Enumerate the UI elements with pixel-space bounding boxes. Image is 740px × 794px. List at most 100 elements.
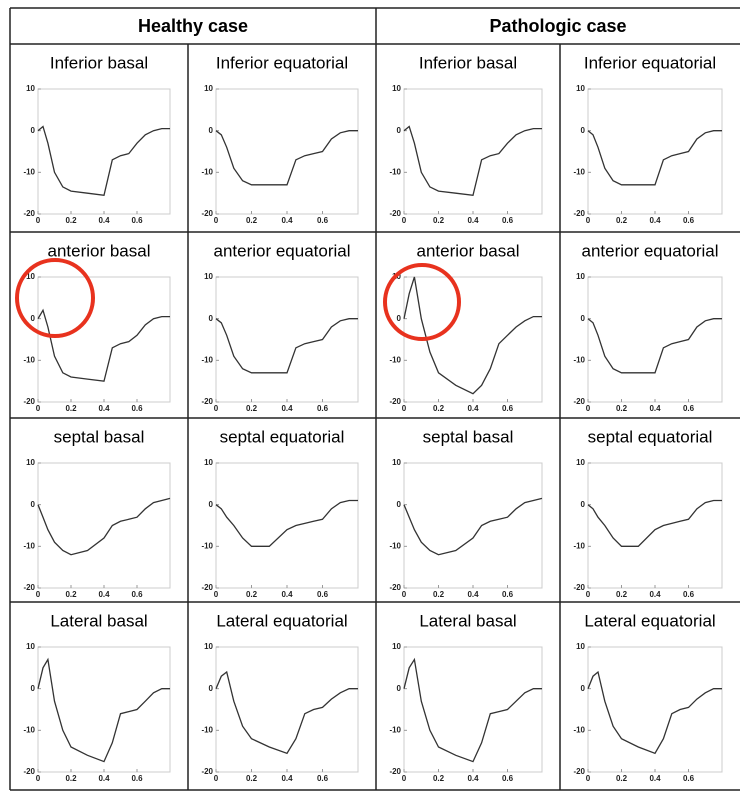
chart-title: Inferior equatorial bbox=[216, 53, 348, 72]
y-tick-label: -10 bbox=[23, 355, 35, 364]
y-tick-label: -20 bbox=[23, 209, 35, 218]
y-tick-label: -10 bbox=[389, 355, 401, 364]
x-tick-label: 0 bbox=[214, 774, 219, 783]
x-tick-label: 0.4 bbox=[98, 404, 110, 413]
y-tick-label: -10 bbox=[201, 167, 213, 176]
y-tick-label: -20 bbox=[389, 583, 401, 592]
y-tick-label: 0 bbox=[397, 314, 402, 323]
y-tick-label: -10 bbox=[201, 541, 213, 550]
y-tick-label: 10 bbox=[204, 642, 213, 651]
x-tick-label: 0.4 bbox=[649, 590, 661, 599]
x-tick-label: 0.2 bbox=[433, 774, 445, 783]
x-tick-label: 0 bbox=[36, 216, 41, 225]
chart-title: anterior basal bbox=[47, 241, 150, 260]
chart-title: Lateral equatorial bbox=[584, 611, 715, 630]
y-tick-label: 0 bbox=[581, 500, 586, 509]
chart-title: Inferior basal bbox=[419, 53, 517, 72]
y-tick-label: 10 bbox=[576, 642, 585, 651]
x-tick-label: 0.6 bbox=[683, 216, 695, 225]
x-tick-label: 0.2 bbox=[65, 404, 77, 413]
strain-curve bbox=[587, 499, 722, 547]
x-tick-label: 0 bbox=[402, 774, 407, 783]
x-tick-label: 0.2 bbox=[616, 404, 628, 413]
x-tick-label: 0.2 bbox=[433, 216, 445, 225]
x-tick-label: 0.2 bbox=[433, 590, 445, 599]
y-tick-label: 0 bbox=[31, 314, 36, 323]
y-tick-label: 10 bbox=[26, 84, 35, 93]
y-tick-label: -20 bbox=[23, 767, 35, 776]
chart-title: anterior equatorial bbox=[213, 241, 350, 260]
plot-frame bbox=[587, 276, 723, 403]
x-tick-label: 0 bbox=[402, 216, 407, 225]
plot-frame bbox=[403, 462, 543, 589]
y-tick-label: 0 bbox=[209, 126, 214, 135]
strain-curve bbox=[215, 130, 358, 186]
x-tick-label: 0.4 bbox=[281, 774, 293, 783]
y-tick-label: -20 bbox=[573, 397, 585, 406]
x-tick-label: 0.4 bbox=[281, 404, 293, 413]
x-tick-label: 0.4 bbox=[467, 404, 479, 413]
y-tick-label: 10 bbox=[26, 642, 35, 651]
strain-curve bbox=[215, 499, 358, 547]
x-tick-label: 0 bbox=[36, 774, 41, 783]
chart-title: anterior basal bbox=[416, 241, 519, 260]
x-tick-label: 0.6 bbox=[317, 216, 329, 225]
x-tick-label: 0 bbox=[586, 774, 591, 783]
y-tick-label: 10 bbox=[392, 642, 401, 651]
strain-curve bbox=[403, 657, 542, 763]
y-tick-label: 0 bbox=[209, 314, 214, 323]
highlight-circle bbox=[383, 263, 461, 341]
plot-frame bbox=[37, 276, 171, 403]
x-tick-label: 0.4 bbox=[467, 774, 479, 783]
x-tick-label: 0.2 bbox=[616, 216, 628, 225]
plot-frame bbox=[215, 88, 359, 215]
x-tick-label: 0.4 bbox=[98, 590, 110, 599]
x-tick-label: 0 bbox=[36, 590, 41, 599]
x-tick-label: 0.2 bbox=[433, 404, 445, 413]
y-tick-label: -20 bbox=[389, 397, 401, 406]
y-tick-label: 0 bbox=[581, 684, 586, 693]
x-tick-label: 0.6 bbox=[502, 774, 514, 783]
y-tick-label: 0 bbox=[581, 314, 586, 323]
y-tick-label: 10 bbox=[26, 458, 35, 467]
y-tick-label: 0 bbox=[209, 684, 214, 693]
x-tick-label: 0.6 bbox=[502, 404, 514, 413]
y-tick-label: 10 bbox=[26, 272, 35, 281]
x-tick-label: 0.2 bbox=[616, 590, 628, 599]
y-tick-label: 0 bbox=[397, 500, 402, 509]
x-tick-label: 0.4 bbox=[98, 216, 110, 225]
y-tick-label: -10 bbox=[573, 355, 585, 364]
x-tick-label: 0.6 bbox=[683, 774, 695, 783]
chart-title: Inferior equatorial bbox=[584, 53, 716, 72]
table-frame bbox=[9, 7, 740, 791]
strain-curve bbox=[587, 130, 722, 186]
y-tick-label: -20 bbox=[389, 209, 401, 218]
y-tick-label: -20 bbox=[573, 767, 585, 776]
x-tick-label: 0.6 bbox=[131, 216, 143, 225]
y-tick-label: -20 bbox=[201, 767, 213, 776]
y-tick-label: 10 bbox=[204, 272, 213, 281]
y-tick-label: -20 bbox=[573, 209, 585, 218]
y-tick-label: -20 bbox=[573, 583, 585, 592]
x-tick-label: 0 bbox=[214, 216, 219, 225]
strain-curve bbox=[403, 125, 542, 197]
x-tick-label: 0.6 bbox=[502, 590, 514, 599]
x-tick-label: 0.6 bbox=[317, 774, 329, 783]
highlight-circle bbox=[15, 258, 95, 338]
y-tick-label: 10 bbox=[392, 458, 401, 467]
plot-frame bbox=[215, 276, 359, 403]
x-tick-label: 0 bbox=[214, 590, 219, 599]
y-tick-label: -20 bbox=[389, 767, 401, 776]
x-tick-label: 0.2 bbox=[616, 774, 628, 783]
strain-curve bbox=[37, 657, 170, 763]
x-tick-label: 0.2 bbox=[246, 774, 258, 783]
x-tick-label: 0 bbox=[402, 404, 407, 413]
y-tick-label: -20 bbox=[201, 397, 213, 406]
x-tick-label: 0 bbox=[36, 404, 41, 413]
strain-curve bbox=[215, 318, 358, 374]
y-tick-label: -10 bbox=[389, 167, 401, 176]
x-tick-label: 0.6 bbox=[502, 216, 514, 225]
strain-curve bbox=[403, 497, 543, 556]
chart-title: anterior equatorial bbox=[581, 241, 718, 260]
y-tick-label: -20 bbox=[23, 583, 35, 592]
